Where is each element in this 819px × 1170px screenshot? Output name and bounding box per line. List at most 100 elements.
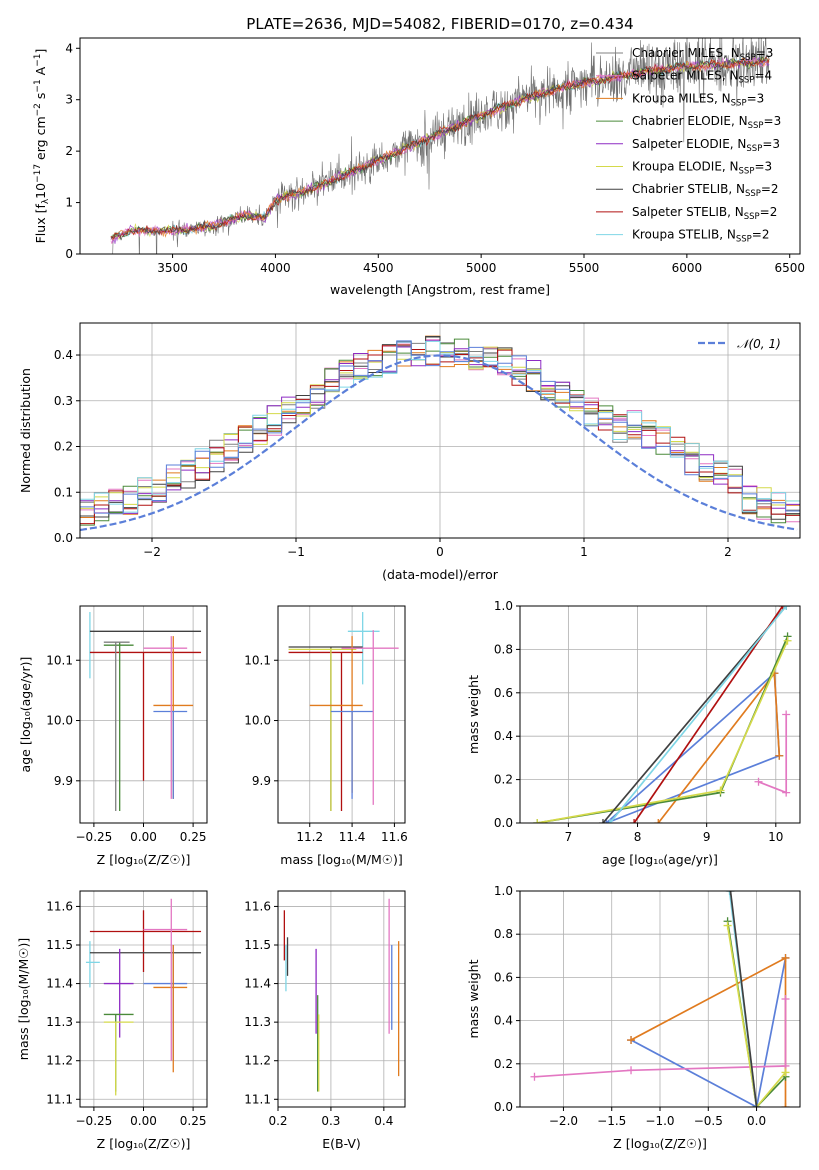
x-tick-label: 4500 (363, 261, 394, 275)
y-tick-label: 0.0 (54, 531, 73, 545)
x-tick-label: 1 (580, 545, 588, 559)
x-tick-label: 0.3 (321, 1114, 340, 1128)
y-tick-label: 1.0 (494, 884, 513, 898)
series-marker (533, 819, 542, 823)
series-marker (775, 751, 784, 760)
legend-label: Salpeter ELODIE, NSSP=3 (632, 137, 780, 154)
y-tick-label: 0.6 (494, 686, 513, 700)
y-axis-label: mass weight (466, 959, 481, 1038)
x-tick-label: 7 (565, 830, 573, 844)
y-tick-label: 11.6 (46, 899, 73, 913)
model-spectrum-salpeter_stelib (110, 56, 770, 240)
series-line-kroupa_stelib (609, 606, 787, 823)
y-tick-label: 0.6 (494, 970, 513, 984)
series-line-kroupa_elodie (537, 640, 789, 823)
legend-label: 𝒩(0, 1) (737, 337, 781, 351)
spectrum-legend: Chabrier MILES, NSSP=3 Salpeter MILES, NS… (596, 46, 781, 245)
x-tick-label: 11.2 (296, 830, 323, 844)
x-tick-label: −2.0 (549, 1114, 578, 1128)
y-tick-label: 0.0 (494, 816, 513, 830)
y-tick-label: 11.5 (46, 938, 73, 952)
plot-frame (79, 605, 208, 824)
x-tick-label: 0 (436, 545, 444, 559)
y-axis-label: mass [log₁₀(M/M☉)] (16, 938, 31, 1060)
x-axis-label: Z [log₁₀(Z/Z☉)] (97, 852, 191, 867)
legend-label: Salpeter STELIB, NSSP=2 (632, 205, 777, 222)
x-tick-label: 11.4 (339, 830, 366, 844)
x-tick-label: 5000 (466, 261, 497, 275)
x-tick-label: 8 (634, 830, 642, 844)
y-tick-label: 11.5 (244, 938, 271, 952)
legend-label: Kroupa MILES, NSSP=3 (632, 91, 764, 108)
series-marker (530, 1072, 539, 1081)
y-tick-label: 0.8 (494, 642, 513, 656)
series-line-chabrier_elodie (537, 636, 789, 823)
model-spectrum-chabrier_elodie (110, 56, 770, 240)
y-tick-label: 0.4 (494, 1014, 513, 1028)
residual-histogram-chabrier_stelib (80, 336, 800, 538)
mass_weight_vs_age-axes: 7 8 9 10 0.0 0.2 0.4 0.6 0.8 1.0 age [log₁₀(age/yr… (466, 599, 800, 867)
y-tick-label: 4 (65, 41, 73, 55)
y-tick-label: 11.1 (244, 1092, 271, 1106)
series-line-salpeter_miles (758, 714, 788, 794)
series-marker (783, 636, 792, 645)
y-axis-label: mass weight (466, 675, 481, 754)
series-marker (781, 953, 790, 962)
series-line-blue (605, 671, 781, 823)
x-tick-label: −0.5 (694, 1114, 723, 1128)
x-tick-label: 0.00 (130, 1114, 157, 1128)
series-line-blue (630, 957, 787, 1107)
x-tick-label: −1.0 (645, 1114, 674, 1128)
x-tick-label: 2 (724, 545, 732, 559)
y-tick-label: 10.0 (46, 714, 73, 728)
y-tick-label: 3 (65, 93, 73, 107)
y-tick-label: 11.4 (244, 977, 271, 991)
legend-label: Kroupa STELIB, NSSP=2 (632, 228, 770, 245)
y-tick-label: 9.9 (54, 774, 73, 788)
y-tick-label: 2 (65, 144, 73, 158)
model-spectrum-chabrier_stelib (110, 54, 770, 241)
x-tick-label: 5500 (569, 261, 600, 275)
series-line-salpeter_miles (534, 999, 787, 1078)
y-tick-label: 0 (65, 247, 73, 261)
plot-frame (519, 605, 801, 824)
series-line-chabrier_stelib (729, 891, 758, 1107)
y-tick-label: 10.0 (244, 714, 271, 728)
x-tick-label: 0.00 (130, 830, 157, 844)
legend-label: Chabrier ELODIE, NSSP=3 (632, 114, 781, 131)
x-tick-label: 10 (768, 830, 783, 844)
y-tick-label: 10.1 (46, 653, 73, 667)
series-marker (782, 710, 791, 719)
series-marker (782, 606, 791, 610)
x-axis-label: Z [log₁₀(Z/Z☉)] (613, 1136, 707, 1151)
x-tick-label: 11.6 (381, 830, 408, 844)
y-tick-label: 11.3 (46, 1015, 73, 1029)
series-line-salpeter_stelib (633, 606, 784, 823)
y-tick-label: 11.2 (244, 1054, 271, 1068)
observed-spectrum (110, 38, 770, 254)
x-tick-label: −1.5 (597, 1114, 626, 1128)
y-tick-label: 0.8 (494, 927, 513, 941)
y-axis-label: age [log₁₀(age/yr)] (18, 657, 33, 773)
y-tick-label: 1 (65, 196, 73, 210)
y-axis-label: Flux [fλ10−17 erg cm−2 s−1 A−1] (33, 49, 51, 244)
y-tick-label: 0.2 (54, 440, 73, 454)
series-marker (781, 1068, 790, 1077)
series-marker (716, 786, 725, 795)
x-tick-label: 6500 (774, 261, 805, 275)
series-marker (630, 819, 639, 823)
x-tick-label: 0.4 (374, 1114, 393, 1128)
age_vs_Z-axes: −0.25 0.00 0.25 9.9 10.0 10.1 Z [log₁₀(Z/Z☉)] a… (18, 606, 207, 867)
residual-histogram-blue (80, 340, 800, 538)
series-marker (752, 1103, 761, 1107)
series-marker (598, 819, 607, 823)
spectrum-axes: 3500 4000 4500 5000 5500 6000 6500 0 1 2 3 4 (65, 41, 805, 275)
plot-frame (79, 322, 801, 539)
series-marker (723, 921, 732, 930)
x-axis-label: (data-model)/error (382, 567, 499, 582)
normal-curve (80, 354, 798, 532)
series-marker (627, 1066, 636, 1075)
plot-frame (79, 890, 208, 1108)
x-tick-label: −0.25 (76, 830, 113, 844)
